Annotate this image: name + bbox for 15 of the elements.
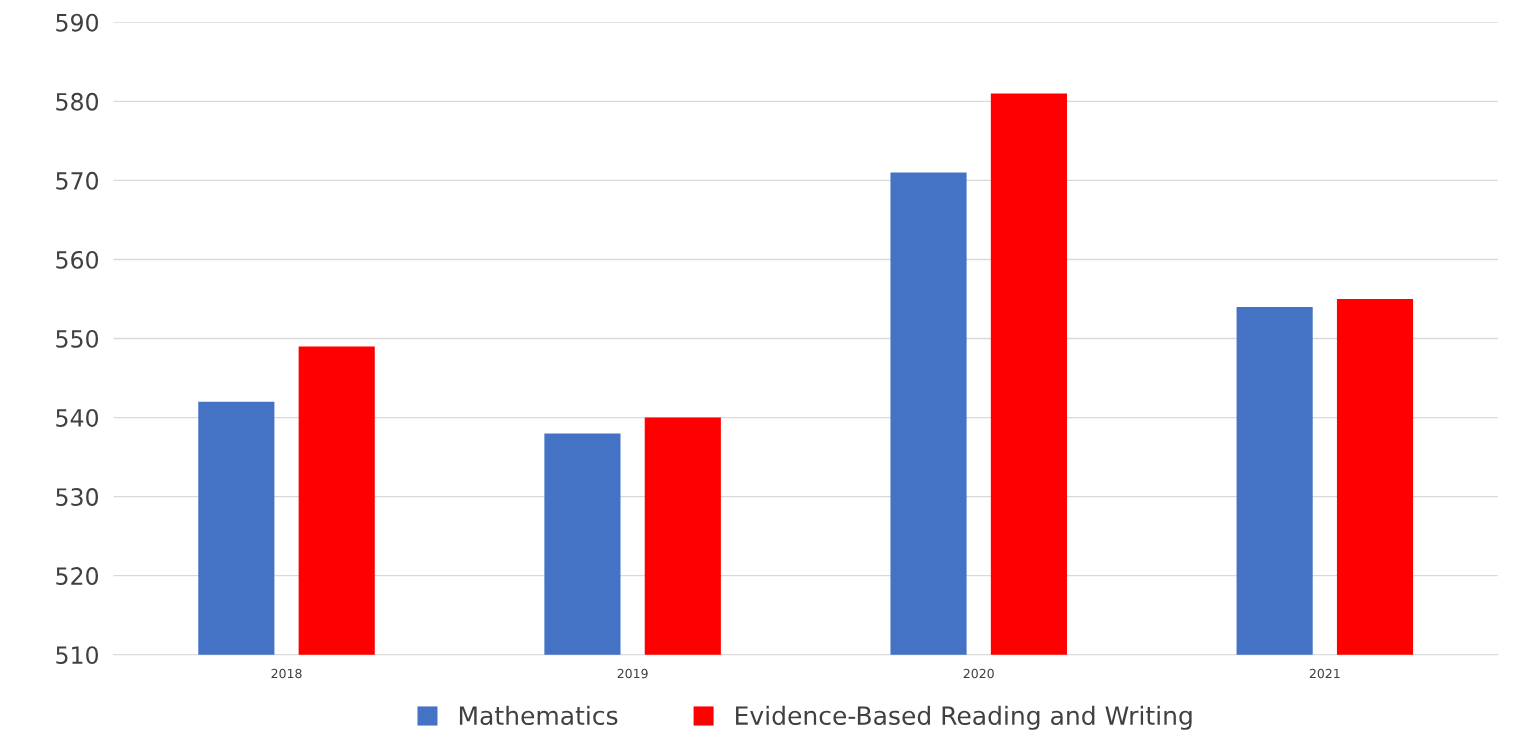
y-tick-label: 540	[56, 409, 99, 427]
y-tick-label: 530	[56, 488, 99, 506]
y-tick-label: 550	[56, 329, 99, 348]
x-tick-label: 2021	[1309, 668, 1340, 679]
x-tick-label: 2019	[617, 668, 648, 679]
legend-label: Mathematics	[459, 705, 618, 726]
y-tick-label: 580	[56, 92, 99, 111]
x-tick-label: 2020	[963, 668, 994, 679]
y-tick-label: 560	[56, 250, 99, 269]
legend-label: Evidence-Based Reading and Writing	[736, 705, 1192, 730]
x-tick-label: 2018	[271, 668, 302, 679]
y-tick-label: 590	[56, 13, 99, 32]
y-tick-label: 510	[56, 646, 99, 665]
y-tick-label: 570	[56, 171, 99, 190]
y-tick-label: 520	[56, 567, 99, 585]
